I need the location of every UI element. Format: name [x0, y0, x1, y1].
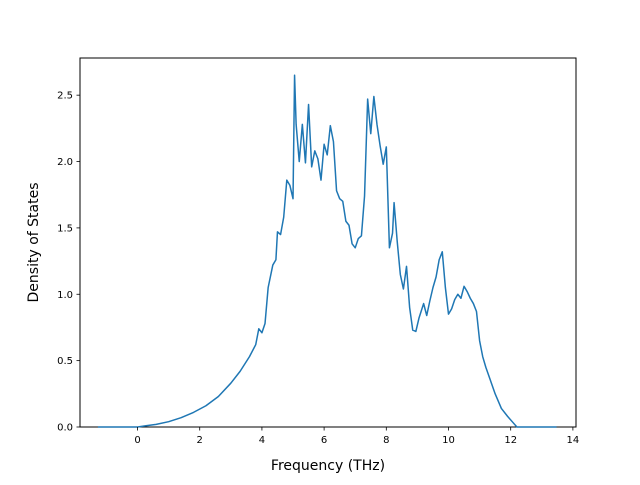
y-tick-label: 1.0 — [57, 290, 73, 301]
x-tick-label: 2 — [197, 435, 203, 446]
plot-area — [97, 74, 557, 428]
x-tick-label: 8 — [383, 435, 389, 446]
y-axis-ticks: 0.0 0.5 1.0 1.5 2.0 2.5 — [57, 91, 80, 434]
x-tick-label: 6 — [321, 435, 327, 446]
axes-frame — [79, 57, 577, 428]
y-tick-label: 0.0 — [57, 423, 73, 434]
x-tick-label: 14 — [567, 435, 580, 446]
y-tick-label: 2.5 — [57, 91, 73, 102]
x-tick-label: 0 — [134, 435, 140, 446]
x-tick-label: 4 — [259, 435, 265, 446]
x-tick-label: 12 — [504, 435, 517, 446]
dos-series-line — [97, 74, 557, 428]
y-tick-label: 0.5 — [57, 356, 73, 367]
x-tick-label: 10 — [442, 435, 455, 446]
y-tick-label: 1.5 — [57, 223, 73, 234]
x-axis-label: Frequency (THz) — [271, 458, 385, 474]
x-axis-ticks: 0 2 4 6 8 10 12 14 — [134, 427, 579, 446]
y-axis-label: Density of States — [26, 183, 42, 303]
y-tick-label: 2.0 — [57, 157, 73, 168]
